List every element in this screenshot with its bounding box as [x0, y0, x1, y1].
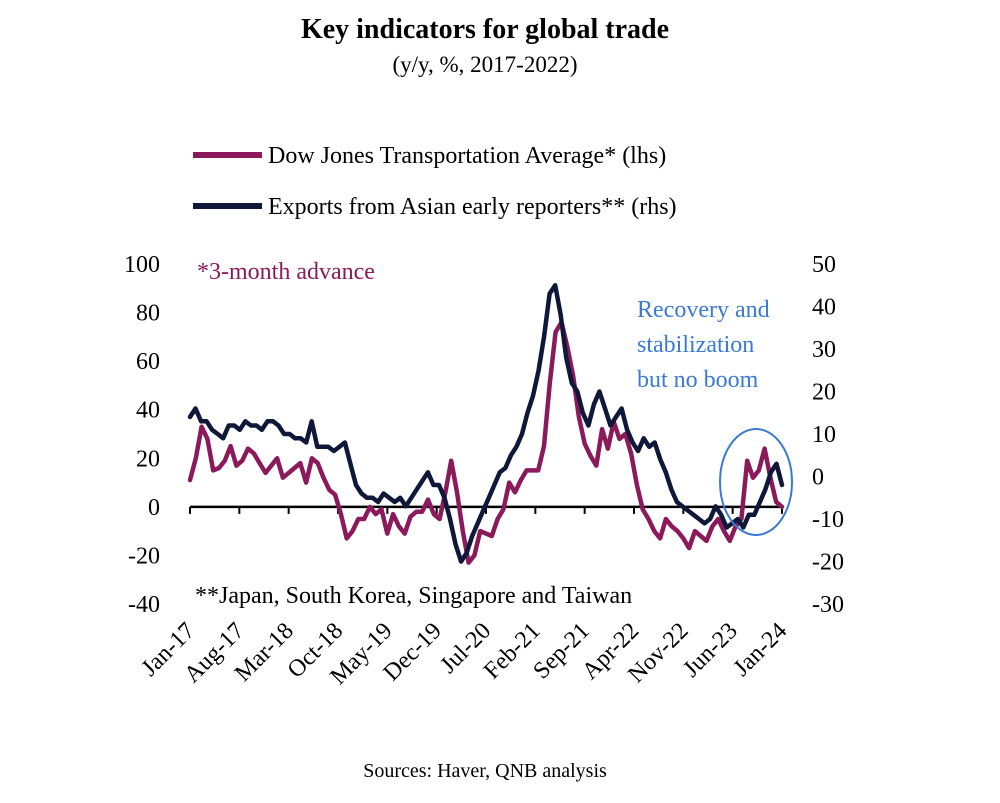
right-tick-label: -30 — [812, 592, 844, 618]
legend-label-dja: Dow Jones Transportation Average* (lhs) — [268, 143, 666, 169]
left-tick-label: 0 — [148, 495, 160, 521]
left-tick-label: 40 — [136, 398, 160, 424]
left-tick-label: 100 — [124, 252, 160, 278]
legend: Dow Jones Transportation Average* (lhs) … — [193, 143, 677, 220]
series-lines — [187, 283, 785, 565]
right-tick-label: -10 — [812, 507, 844, 533]
right-tick-label: 20 — [812, 380, 836, 406]
right-tick-label: 40 — [812, 295, 836, 321]
callout-line-2: stabilization — [637, 332, 754, 358]
right-tick-label: -20 — [812, 550, 844, 576]
x-tick-label: Jan-24 — [729, 618, 793, 682]
note-early-reporters: **Japan, South Korea, Singapore and Taiw… — [195, 583, 632, 609]
exports-series-line — [187, 283, 785, 564]
right-tick-label: 10 — [812, 422, 836, 448]
right-tick-label: 30 — [812, 337, 836, 363]
chart-title: Key indicators for global trade — [300, 14, 670, 45]
left-tick-label: 60 — [136, 349, 160, 375]
callout-line-3: but no boom — [637, 367, 759, 393]
left-tick-label: -40 — [128, 592, 160, 618]
dja-series-line — [187, 320, 785, 565]
right-tick-label: 0 — [812, 465, 824, 491]
callout: Recovery and stabilization but no boom — [637, 297, 793, 536]
x-tick-label: Jun-23 — [678, 618, 743, 683]
chart-source: Sources: Haver, QNB analysis — [363, 760, 607, 782]
note-3-month-advance: *3-month advance — [197, 259, 375, 285]
left-tick-label: 20 — [136, 446, 160, 472]
left-tick-label: -20 — [128, 543, 160, 569]
legend-label-exports: Exports from Asian early reporters** (rh… — [268, 194, 677, 220]
left-tick-label: 80 — [136, 301, 160, 327]
callout-highlight-ellipse — [719, 428, 793, 536]
right-axis: 50 40 30 20 10 0 -10 -20 -30 — [812, 252, 844, 618]
chart-subtitle: (y/y, %, 2017-2022) — [392, 52, 578, 77]
callout-line-1: Recovery and — [637, 297, 770, 323]
left-axis: 100 80 60 40 20 0 -20 -40 — [124, 252, 160, 618]
right-tick-label: 50 — [812, 252, 836, 278]
